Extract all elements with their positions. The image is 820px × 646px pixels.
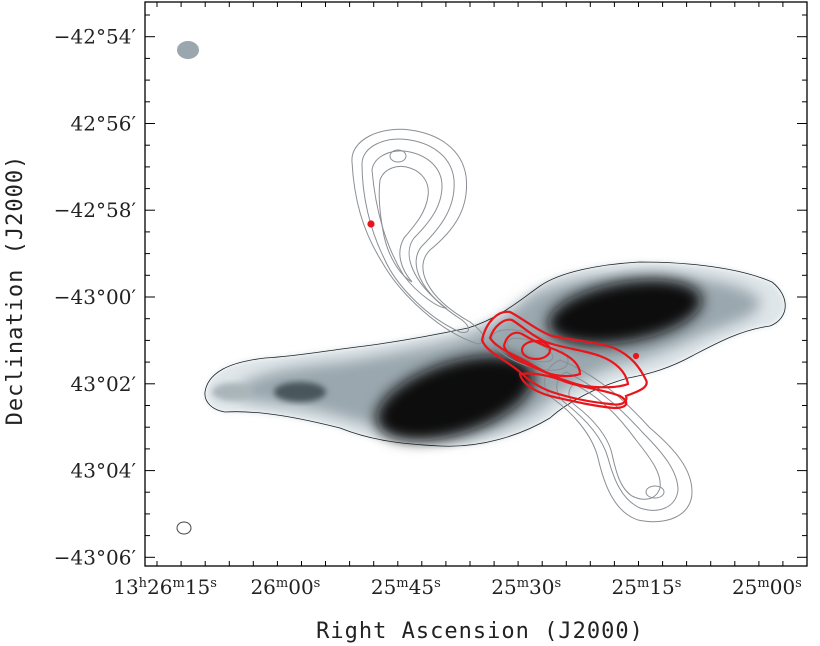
red-contour-compact-north: [367, 220, 375, 228]
y-tick-label: −42°58′: [54, 198, 137, 222]
grey-contour-north-jet-3: [371, 150, 448, 309]
grey-contour-north-jet-outer: [351, 128, 485, 345]
grey-contour-south-jet-outer: [544, 359, 693, 523]
x-tick-label: 25m45s: [371, 575, 441, 599]
y-tick-label: −43°06′: [54, 545, 137, 569]
greyscale-core-east: [376, 355, 534, 441]
grey-contours: [176, 128, 693, 535]
greyscale-outline: [204, 261, 786, 447]
y-axis-title: Declination (J2000): [3, 155, 28, 426]
greyscale-core-west: [548, 279, 702, 345]
x-tick-label: 26m00s: [250, 575, 320, 599]
grey-contour-south-jet-2: [556, 371, 679, 511]
x-tick-label: 25m15s: [612, 575, 682, 599]
grey-contour-north-jet-4: [378, 166, 429, 283]
red-contours: [367, 220, 648, 410]
red-contour-core: [520, 339, 552, 361]
y-tick-label: −43°00′: [54, 285, 137, 309]
y-tick-label: −42°54′: [54, 25, 137, 49]
grey-contour-south-knot: [645, 485, 665, 499]
greyscale-knot-east: [274, 382, 326, 402]
grey-contour-core: [491, 329, 569, 371]
x-tick-label: 13h26m15s: [113, 575, 217, 599]
y-tick-label: 42°56′: [71, 112, 137, 136]
grey-contour-north-knot: [389, 149, 407, 163]
grey-contour-south-jet-3: [568, 383, 661, 500]
y-axis: −42°54′ 42°56′ −42°58′ −43°00′ 43°02′ 43°04′ −…: [54, 14, 807, 569]
plot-frame: [144, 1, 808, 567]
grey-contour-beam: [176, 521, 192, 535]
greyscale-blob-northeast: [177, 41, 199, 59]
greyscale-emission: [177, 41, 786, 447]
grey-contour-north-jet-2: [361, 138, 469, 333]
x-axis: 13h26m15s 26m00s 25m45s 25m30s 25m15s 25m00s: [113, 2, 808, 599]
greyscale-knot-far-east: [212, 383, 252, 401]
x-tick-label: 25m30s: [491, 575, 561, 599]
y-tick-label: 43°04′: [71, 459, 137, 483]
y-tick-label: 43°02′: [71, 372, 137, 396]
red-contour-compact-west: [632, 352, 640, 360]
red-contour-outer: [480, 310, 648, 406]
red-contour-south: [518, 372, 628, 410]
red-contour-3: [502, 331, 582, 378]
x-tick-label: 25m00s: [732, 575, 802, 599]
x-axis-title: Right Ascension (J2000): [316, 619, 644, 644]
